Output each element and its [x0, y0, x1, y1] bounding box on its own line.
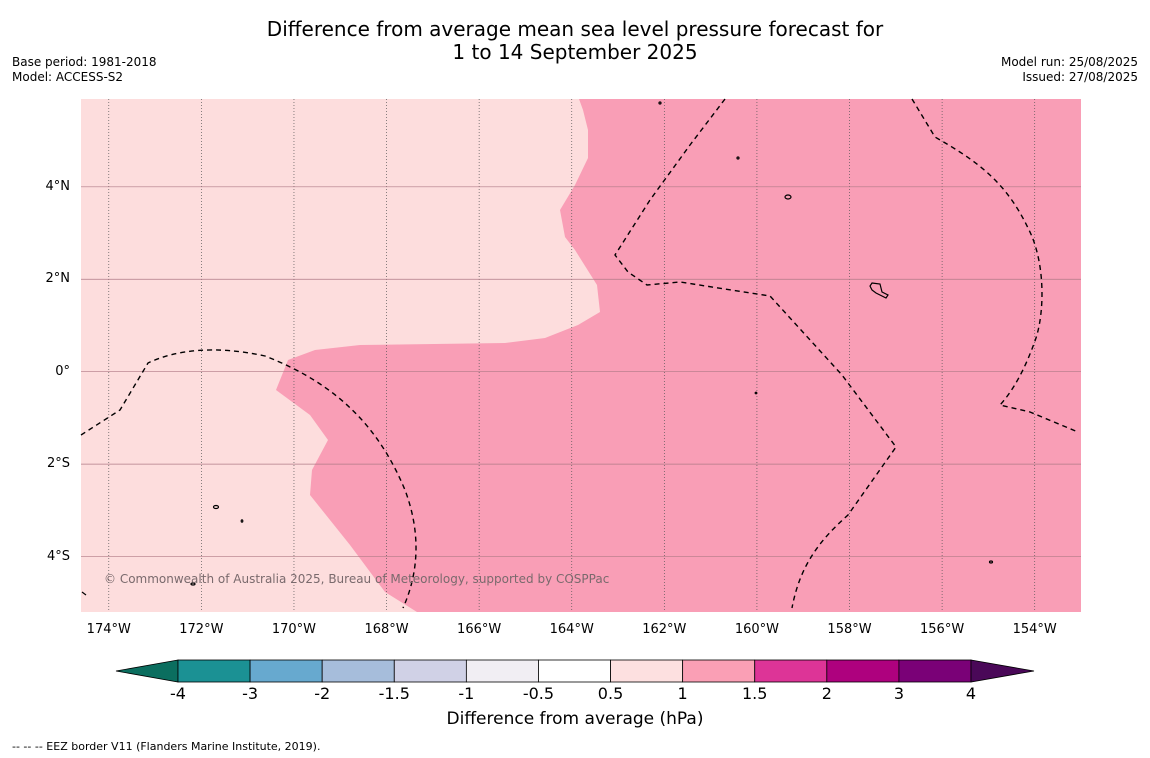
- island: [736, 156, 740, 160]
- colorbar-swatch: [321, 659, 395, 683]
- latitude-label: 2°N: [45, 271, 71, 287]
- colorbar-swatch: [393, 659, 467, 683]
- colorbar-tick-label: 0.5: [597, 684, 624, 703]
- longitude-label: 168°W: [364, 622, 409, 637]
- island: [658, 101, 662, 105]
- colorbar-swatch: [177, 659, 251, 683]
- latitude-label: 4°N: [45, 178, 71, 194]
- colorbar-tick-label: -2: [314, 684, 331, 703]
- title-line-1: Difference from average mean sea level p…: [266, 17, 884, 41]
- graticule: [81, 99, 1081, 612]
- colorbar-swatch: [538, 659, 611, 683]
- longitude-label: 166°W: [457, 622, 502, 637]
- colorbar-title: Difference from average (hPa): [446, 709, 704, 729]
- colorbar-swatch: [898, 659, 972, 683]
- issued-date: Issued: 27/08/2025: [1022, 70, 1138, 84]
- colorbar-tick-label: -1: [458, 684, 475, 703]
- colorbar-swatch: [249, 659, 323, 683]
- base-period: Base period: 1981-2018: [12, 55, 157, 69]
- colorbar-tick-label: 1.5: [741, 684, 768, 703]
- longitude-label: 162°W: [642, 622, 687, 637]
- latitude-label: 2°S: [46, 456, 70, 472]
- colorbar-swatch: [826, 659, 900, 683]
- colorbar-tick-label: 2: [821, 684, 832, 703]
- meta-left: Base period: 1981-2018 Model: ACCESS-S2: [12, 55, 157, 85]
- eez-border-west: [80, 349, 417, 609]
- meta-right: Model run: 25/08/2025 Issued: 27/08/2025: [1001, 55, 1138, 85]
- island: [190, 582, 196, 586]
- region-high-anomaly: [276, 99, 1081, 612]
- copyright-notice: © Commonwealth of Australia 2025, Bureau…: [104, 572, 610, 586]
- latitude-label: 4°S: [46, 548, 70, 564]
- colorbar-tick-label: -4: [170, 684, 186, 703]
- map-title: Difference from average mean sea level p…: [0, 18, 1150, 64]
- colorbar-tick-label: 1: [677, 684, 688, 703]
- longitude-label: 164°W: [549, 622, 594, 637]
- islands: [81, 101, 994, 596]
- model-run: Model run: 25/08/2025: [1000, 55, 1138, 69]
- colorbar-swatch: [610, 659, 684, 683]
- longitude-label: 158°W: [827, 622, 872, 637]
- island: [240, 519, 244, 523]
- island: [869, 282, 889, 299]
- longitude-label: 174°W: [86, 622, 131, 637]
- colorbar-swatch: [465, 659, 539, 683]
- colorbar-extend-low: [115, 659, 179, 683]
- longitude-label: 160°W: [734, 622, 779, 637]
- island: [81, 591, 87, 596]
- title-line-2: 1 to 14 September 2025: [452, 40, 698, 64]
- model-name: Model: ACCESS-S2: [12, 70, 124, 84]
- colorbar: [115, 659, 1035, 683]
- eez-borders: [80, 98, 1079, 609]
- longitude-label: 170°W: [271, 622, 317, 637]
- island: [784, 194, 792, 200]
- colorbar-tick-label: 3: [893, 684, 904, 703]
- colorbar-tick-label: -1.5: [378, 684, 410, 703]
- colorbar-swatch: [754, 659, 828, 683]
- island: [212, 504, 220, 510]
- colorbar-swatch: [682, 659, 756, 683]
- eez-footnote: -- -- -- EEZ border V11 (Flanders Marine…: [12, 740, 321, 753]
- island: [988, 560, 994, 564]
- colorbar-tick-label: 4: [965, 684, 977, 703]
- longitude-label: 154°W: [1012, 622, 1057, 637]
- island: [754, 391, 758, 395]
- longitude-label: 172°W: [179, 622, 224, 637]
- latitude-label: 0°: [55, 363, 70, 379]
- longitude-label: 156°W: [920, 622, 965, 637]
- eez-border-central: [614, 98, 897, 609]
- colorbar-tick-label: -3: [242, 684, 259, 703]
- colorbar-extend-high: [970, 659, 1035, 683]
- colorbar-tick-label: -0.5: [522, 684, 555, 703]
